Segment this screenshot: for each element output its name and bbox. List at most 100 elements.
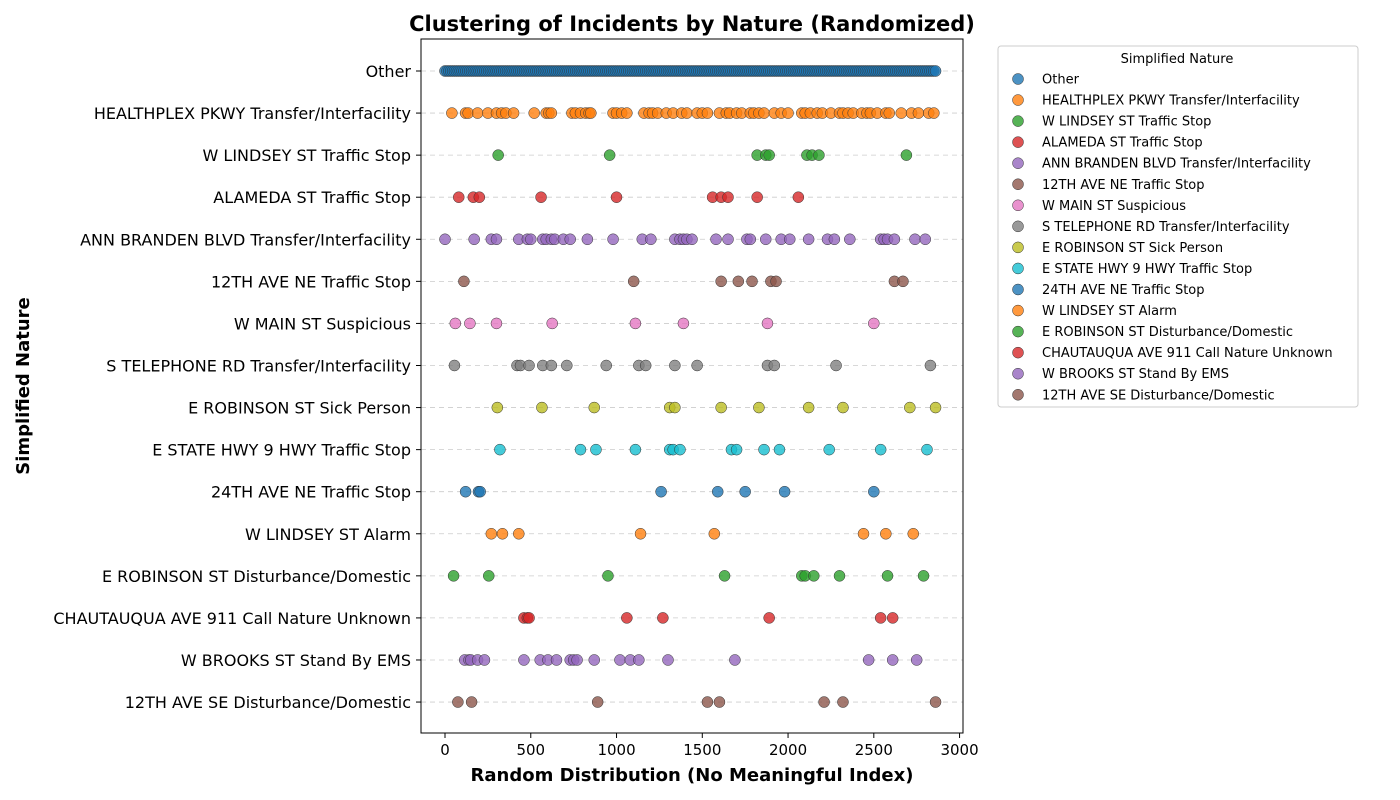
- data-point: [753, 401, 765, 414]
- data-point: [886, 654, 899, 666]
- data-point: [447, 570, 460, 582]
- data-point: [739, 485, 751, 498]
- y-tick-label: W LINDSEY ST Traffic Stop: [203, 146, 412, 165]
- x-axis-label: Random Distribution (No Meaningful Index…: [471, 765, 914, 786]
- data-point: [881, 570, 894, 582]
- data-point: [910, 654, 923, 666]
- data-point: [452, 696, 464, 708]
- data-point: [564, 233, 576, 246]
- legend-entry: W LINDSEY ST Traffic Stop: [1042, 115, 1211, 130]
- data-point: [523, 359, 535, 372]
- y-tick-label: ALAMEDA ST Traffic Stop: [213, 188, 411, 207]
- data-point: [585, 107, 597, 119]
- data-point: [602, 570, 614, 582]
- data-point: [928, 107, 940, 119]
- data-point: [491, 401, 504, 414]
- data-point: [744, 233, 757, 246]
- data-point: [701, 696, 714, 708]
- data-point: [900, 149, 913, 161]
- data-point: [545, 107, 558, 119]
- legend-entry: E STATE HWY 9 HWY Traffic Stop: [1042, 262, 1252, 277]
- data-point: [669, 401, 681, 414]
- legend-marker: [1012, 220, 1024, 233]
- legend-marker: [1012, 73, 1024, 85]
- data-point: [550, 654, 563, 666]
- data-point: [546, 317, 558, 330]
- data-point: [758, 443, 770, 456]
- data-point: [929, 696, 942, 708]
- data-point: [722, 233, 734, 246]
- data-point: [895, 107, 908, 119]
- legend-entry: 12TH AVE NE Traffic Stop: [1042, 178, 1205, 193]
- data-point: [701, 107, 714, 119]
- data-point: [571, 654, 583, 666]
- data-point: [465, 696, 478, 708]
- data-point: [478, 654, 491, 666]
- data-point: [518, 654, 530, 666]
- data-point: [513, 528, 525, 540]
- y-tick-label: E STATE HWY 9 HWY Traffic Stop: [152, 441, 411, 460]
- data-point: [507, 107, 520, 119]
- data-point: [590, 443, 602, 456]
- legend-marker: [1012, 199, 1024, 212]
- data-point: [468, 233, 480, 246]
- data-point: [464, 317, 476, 330]
- data-point: [802, 401, 815, 414]
- y-tick-label: E ROBINSON ST Disturbance/Domestic: [102, 567, 411, 586]
- data-point: [837, 401, 849, 414]
- x-tick-label: 2500: [855, 741, 893, 759]
- data-point: [713, 696, 726, 708]
- legend-marker: [1012, 136, 1024, 148]
- legend-marker: [1012, 367, 1024, 380]
- legend-entry: Other: [1042, 73, 1080, 88]
- data-point: [523, 612, 535, 624]
- data-point: [828, 233, 841, 246]
- data-point: [603, 149, 616, 161]
- data-point: [770, 275, 782, 288]
- legend-entry: W LINDSEY ST Alarm: [1042, 304, 1177, 319]
- data-point: [763, 612, 775, 624]
- data-point: [674, 443, 686, 456]
- data-point: [561, 359, 573, 372]
- data-point: [525, 233, 537, 246]
- legend-marker: [1012, 241, 1024, 254]
- legend-entry: ALAMEDA ST Traffic Stop: [1042, 136, 1203, 151]
- data-point: [485, 528, 498, 540]
- legend-marker: [1012, 178, 1024, 190]
- data-point: [880, 528, 892, 540]
- data-point: [897, 275, 909, 288]
- data-point: [446, 107, 458, 119]
- data-point: [669, 359, 681, 372]
- y-tick-label: E ROBINSON ST Sick Person: [188, 399, 411, 418]
- legend-marker: [1012, 94, 1024, 106]
- data-point: [439, 233, 451, 246]
- x-tick-label: 500: [516, 741, 545, 759]
- data-point: [732, 275, 745, 288]
- data-point: [657, 612, 669, 624]
- data-point: [778, 485, 791, 498]
- data-point: [490, 317, 503, 330]
- y-tick-label: 12TH AVE SE Disturbance/Domestic: [125, 693, 411, 712]
- data-point: [621, 107, 633, 119]
- data-point: [758, 107, 770, 119]
- data-point: [494, 443, 506, 456]
- legend-marker: [1012, 304, 1024, 317]
- data-point: [483, 570, 495, 582]
- legend-marker: [1012, 325, 1024, 338]
- data-point: [773, 443, 786, 456]
- data-point: [888, 233, 901, 246]
- data-point: [633, 654, 645, 666]
- data-point: [857, 528, 870, 540]
- y-tick-label: W BROOKS ST Stand By EMS: [181, 651, 411, 670]
- legend-entry: 24TH AVE NE Traffic Stop: [1042, 283, 1205, 298]
- y-tick-label: S TELEPHONE RD Transfer/Interfacility: [106, 356, 411, 375]
- data-point: [711, 485, 724, 498]
- data-point: [639, 359, 652, 372]
- legend: Simplified Nature Other HEALTHPLEX PKWY T…: [997, 45, 1359, 408]
- legend-entry: E ROBINSON ST Disturbance/Domestic: [1042, 325, 1293, 340]
- legend-marker: [1012, 115, 1024, 127]
- data-point: [718, 570, 731, 582]
- legend-marker: [1012, 283, 1024, 296]
- legend-entry: W MAIN ST Suspicious: [1042, 199, 1186, 214]
